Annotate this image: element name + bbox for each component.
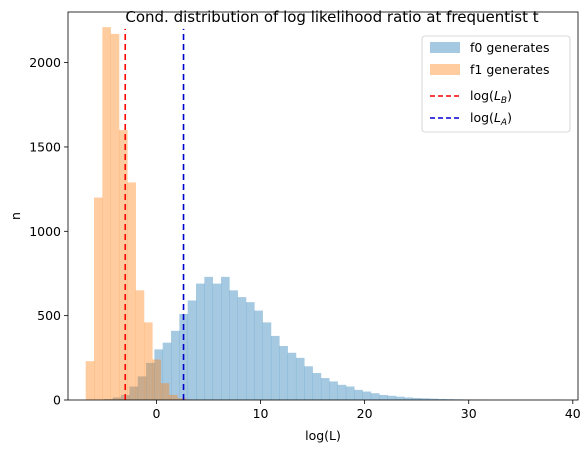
y-tick-label: 1000 — [29, 224, 61, 239]
histogram-bar — [177, 398, 186, 400]
histogram-bar — [196, 283, 205, 400]
histogram-bar — [329, 381, 338, 400]
histogram-bar — [135, 290, 145, 400]
y-axis-ticks: 0 500 1000 1500 2000 — [29, 55, 68, 408]
legend-label-f1: f1 generates — [470, 62, 549, 77]
histogram-bar — [262, 322, 272, 400]
legend-lb-var: L — [494, 88, 501, 103]
histogram-bar — [137, 376, 147, 400]
legend-la-main: log( — [470, 110, 494, 125]
histogram-bar — [162, 342, 172, 400]
histogram-bar — [270, 335, 280, 400]
x-tick-label: 20 — [357, 406, 373, 421]
histogram-bar — [304, 366, 313, 400]
histogram-bar — [312, 373, 322, 400]
histogram-bar — [154, 349, 164, 400]
histogram-bar — [143, 322, 153, 400]
histogram-bar — [445, 399, 455, 400]
histogram-bar — [387, 395, 397, 400]
histogram-bar — [237, 297, 247, 400]
legend-la-close: ) — [507, 110, 512, 125]
histogram-bar — [395, 396, 405, 400]
x-tick-label: 0 — [152, 406, 160, 421]
histogram-bar — [245, 302, 255, 400]
histogram-bar — [212, 283, 222, 400]
histogram-bar — [429, 398, 438, 400]
series-f0-bars — [104, 276, 563, 400]
y-tick-label: 1500 — [29, 139, 61, 154]
histogram-bar — [354, 389, 363, 400]
histogram-bar — [437, 398, 447, 400]
legend-label-la: log(LA) — [470, 110, 512, 128]
threshold-lines — [124, 28, 185, 400]
histogram-bar — [129, 386, 139, 400]
histogram-bar — [229, 290, 238, 400]
histogram-bar — [420, 398, 430, 400]
histogram-bar — [337, 384, 347, 400]
histogram-bar — [279, 346, 288, 400]
legend-box — [421, 35, 571, 133]
histogram-bar — [152, 359, 161, 400]
series-f1-bars — [85, 27, 195, 401]
histogram-bar — [204, 276, 213, 400]
legend-lb-main: log( — [470, 88, 494, 103]
y-tick-label: 0 — [53, 393, 61, 408]
legend-label-lb: log(LB) — [470, 88, 512, 106]
legend-lb-close: ) — [507, 88, 512, 103]
legend-swatch-f0 — [430, 42, 460, 53]
y-tick-label: 500 — [37, 308, 61, 323]
histogram-bar — [94, 197, 103, 400]
legend-lb-sub: B — [501, 96, 507, 106]
histogram-bar — [146, 362, 155, 400]
legend-swatch-f1 — [430, 64, 460, 75]
x-tick-label: 30 — [461, 406, 477, 421]
x-axis-label: log(L) — [305, 428, 341, 443]
histogram-bar — [104, 399, 114, 400]
histogram-bar — [85, 361, 95, 400]
histogram-bar — [110, 33, 120, 401]
histogram-bar — [102, 27, 111, 400]
legend-label-f0: f0 generates — [470, 40, 549, 55]
histogram-bar — [370, 393, 380, 400]
legend-la-var: L — [494, 110, 501, 125]
histogram-bar — [362, 391, 372, 400]
plot-area — [67, 11, 579, 401]
legend-la-sub: A — [500, 118, 507, 128]
y-axis-label: n — [8, 212, 23, 220]
histogram-bar — [187, 300, 197, 400]
histogram-bar — [404, 397, 413, 400]
x-tick-label: 10 — [253, 406, 269, 421]
x-tick-label: 40 — [565, 406, 581, 421]
histogram-bar — [127, 182, 136, 400]
legend: f0 generates f1 generates log(LB) log(LA… — [421, 35, 571, 133]
histogram-bar — [168, 394, 178, 400]
x-axis-ticks: 0 10 20 30 40 — [152, 400, 581, 421]
histogram-bar — [379, 394, 388, 400]
histogram-bar — [221, 276, 230, 400]
histogram-bar — [345, 386, 355, 400]
histogram-bar — [254, 310, 263, 400]
histogram-bar — [412, 397, 422, 400]
histogram-bar — [287, 352, 297, 400]
histogram-bar — [320, 378, 330, 400]
chart-title: Cond. distribution of log likelihood rat… — [125, 8, 538, 26]
plot-frame — [67, 11, 579, 401]
histogram-bar — [160, 383, 170, 400]
histogram-bar — [112, 397, 122, 400]
histogram-bar — [295, 357, 305, 400]
histogram-bar — [171, 330, 180, 400]
histogram-bar — [119, 130, 128, 400]
y-tick-label: 2000 — [29, 55, 61, 70]
